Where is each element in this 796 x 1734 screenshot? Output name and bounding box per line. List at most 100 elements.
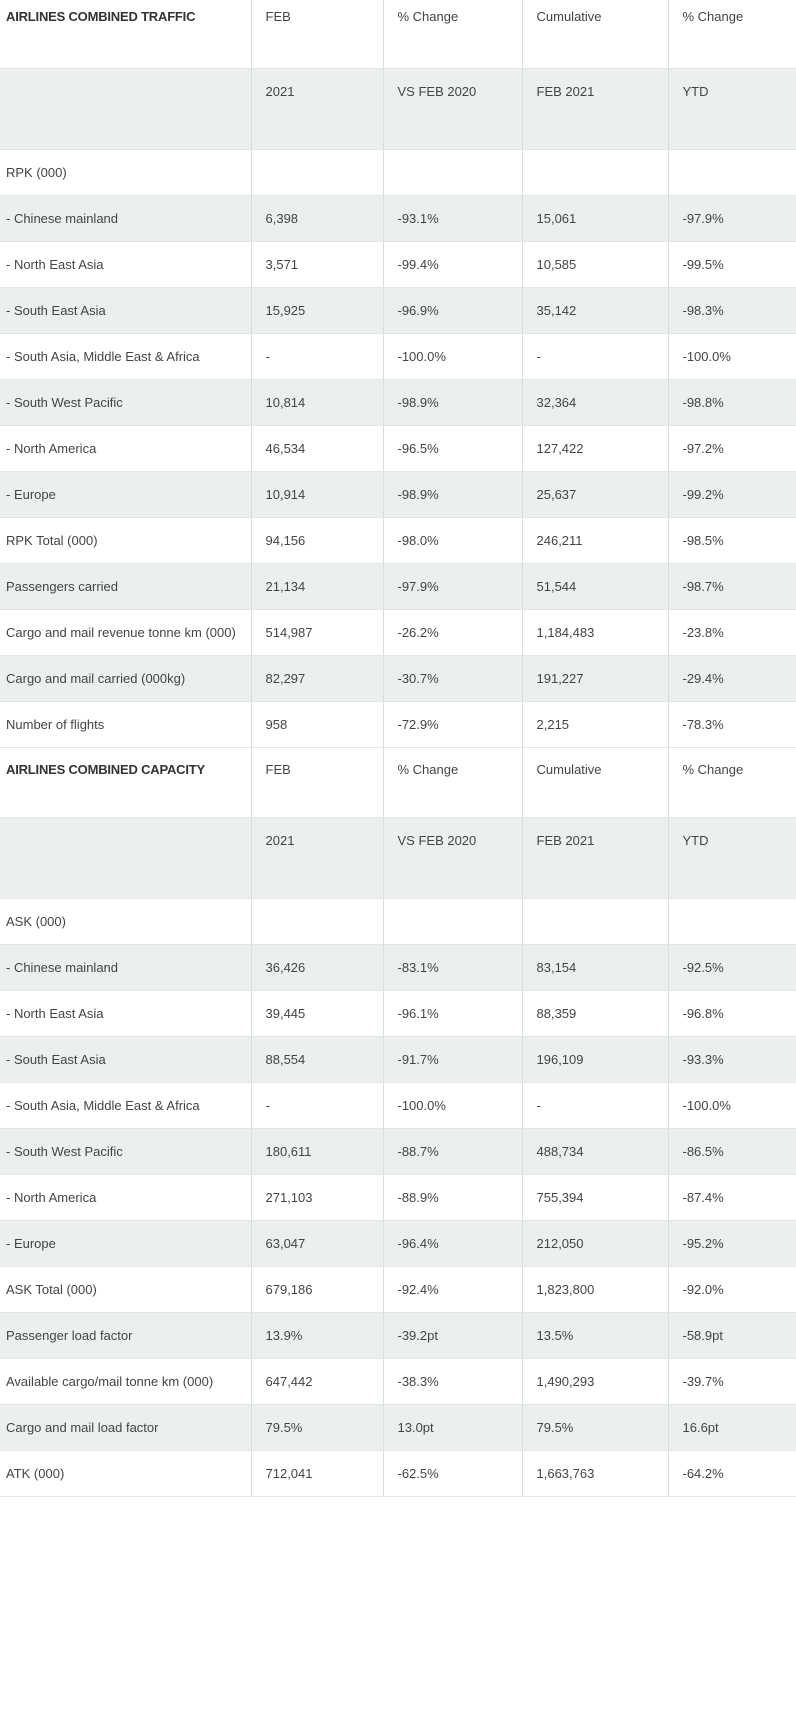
- feb-value: 63,047: [250, 1220, 383, 1267]
- feb-value: 36,426: [250, 944, 383, 991]
- metric-label: - Europe: [0, 471, 251, 518]
- cumulative-value: [521, 898, 668, 945]
- metric-label: - South West Pacific: [0, 1128, 251, 1175]
- ytd-change-value: -96.8%: [667, 990, 796, 1037]
- pct-change-value: -38.3%: [382, 1358, 522, 1405]
- metric-label: - South Asia, Middle East & Africa: [0, 333, 251, 380]
- metric-label: RPK Total (000): [0, 517, 251, 564]
- metric-label: - South East Asia: [0, 1036, 251, 1083]
- column-header-pct-change: % Change: [382, 747, 522, 818]
- column-header-ytd-change: % Change: [667, 0, 796, 69]
- metric-label: ASK (000): [0, 898, 251, 945]
- metric-label: - North East Asia: [0, 241, 251, 288]
- column-header-pct-change: % Change: [382, 0, 522, 69]
- column-subheader: FEB 2021: [521, 817, 668, 899]
- airlines-statistics-table: AIRLINES COMBINED TRAFFIC FEB% Change Cumu…: [0, 0, 796, 1497]
- metric-label: Cargo and mail carried (000kg): [0, 655, 251, 702]
- cumulative-value: 1,823,800: [521, 1266, 668, 1313]
- table-row: - North America 271,103 -88.9% 755,394 -87.4…: [0, 1174, 796, 1221]
- cumulative-value: 10,585: [521, 241, 668, 288]
- table-row: ATK (000) 712,041 -62.5% 1,663,763 -64.2%: [0, 1450, 796, 1497]
- pct-change-value: -91.7%: [382, 1036, 522, 1083]
- pct-change-value: -98.0%: [382, 517, 522, 564]
- table-body: AIRLINES COMBINED TRAFFIC FEB% Change Cumu…: [0, 0, 796, 1497]
- pct-change-value: -39.2pt: [382, 1312, 522, 1359]
- table-row: - Chinese mainland 36,426 -83.1% 83,154 -92.…: [0, 944, 796, 991]
- pct-change-value: -96.5%: [382, 425, 522, 472]
- table-row: - North East Asia 3,571 -99.4% 10,585 -99.5%: [0, 241, 796, 288]
- metric-label: ATK (000): [0, 1450, 251, 1497]
- traffic-subheader-row: 2021 VS FEB 2020 FEB 2021 YTD: [0, 68, 796, 150]
- table-row: Cargo and mail load factor 79.5% 13.0pt 79.…: [0, 1404, 796, 1451]
- column-header-feb: FEB: [250, 0, 383, 69]
- pct-change-value: -93.1%: [382, 195, 522, 242]
- pct-change-value: -83.1%: [382, 944, 522, 991]
- cumulative-value: 191,227: [521, 655, 668, 702]
- cumulative-value: 15,061: [521, 195, 668, 242]
- pct-change-value: -92.4%: [382, 1266, 522, 1313]
- ytd-change-value: -99.5%: [667, 241, 796, 288]
- ytd-change-value: -86.5%: [667, 1128, 796, 1175]
- pct-change-value: -88.9%: [382, 1174, 522, 1221]
- feb-value: [250, 149, 383, 196]
- metric-label: - North America: [0, 425, 251, 472]
- feb-value: 21,134: [250, 563, 383, 610]
- column-subheader: VS FEB 2020: [382, 817, 522, 899]
- ytd-change-value: -100.0%: [667, 1082, 796, 1129]
- table-row: - North America 46,534 -96.5% 127,422 -97.2%: [0, 425, 796, 472]
- table-row: - South West Pacific 10,814 -98.9% 32,364 -9…: [0, 379, 796, 426]
- metric-label: RPK (000): [0, 149, 251, 196]
- feb-value: 94,156: [250, 517, 383, 564]
- table-row: RPK (000): [0, 149, 796, 196]
- ytd-change-value: -29.4%: [667, 655, 796, 702]
- ytd-change-value: -99.2%: [667, 471, 796, 518]
- feb-value: 514,987: [250, 609, 383, 656]
- metric-label: Cargo and mail load factor: [0, 1404, 251, 1451]
- metric-label: - South West Pacific: [0, 379, 251, 426]
- pct-change-value: -26.2%: [382, 609, 522, 656]
- pct-change-value: -30.7%: [382, 655, 522, 702]
- ytd-change-value: -97.9%: [667, 195, 796, 242]
- feb-value: -: [250, 1082, 383, 1129]
- feb-value: 958: [250, 701, 383, 748]
- feb-value: 712,041: [250, 1450, 383, 1497]
- feb-value: 39,445: [250, 990, 383, 1037]
- ytd-change-value: -87.4%: [667, 1174, 796, 1221]
- cumulative-value: [521, 149, 668, 196]
- column-header-ytd-change: % Change: [667, 747, 796, 818]
- capacity-subheader-row: 2021 VS FEB 2020 FEB 2021 YTD: [0, 817, 796, 899]
- capacity-header-row: AIRLINES COMBINED CAPACITY FEB% Change Cum…: [0, 747, 796, 818]
- ytd-change-value: -64.2%: [667, 1450, 796, 1497]
- table-row: Number of flights 958 -72.9% 2,215 -78.3%: [0, 701, 796, 748]
- ytd-change-value: [667, 898, 796, 945]
- metric-label: ASK Total (000): [0, 1266, 251, 1313]
- table-row: - Europe 10,914 -98.9% 25,637 -99.2%: [0, 471, 796, 518]
- pct-change-value: -100.0%: [382, 333, 522, 380]
- ytd-change-value: -23.8%: [667, 609, 796, 656]
- metric-label: Number of flights: [0, 701, 251, 748]
- ytd-change-value: [667, 149, 796, 196]
- feb-value: 13.9%: [250, 1312, 383, 1359]
- table-row: - South Asia, Middle East & Africa - -100.…: [0, 333, 796, 380]
- ytd-change-value: -95.2%: [667, 1220, 796, 1267]
- column-subheader: YTD: [667, 68, 796, 150]
- table-row: - South Asia, Middle East & Africa - -100.…: [0, 1082, 796, 1129]
- table-row: Passenger load factor 13.9% -39.2pt 13.5% -5…: [0, 1312, 796, 1359]
- metric-label: - South East Asia: [0, 287, 251, 334]
- pct-change-value: [382, 898, 522, 945]
- cumulative-value: 35,142: [521, 287, 668, 334]
- column-header-cumulative: Cumulative: [521, 0, 668, 69]
- pct-change-value: -97.9%: [382, 563, 522, 610]
- metric-label: - North East Asia: [0, 990, 251, 1037]
- traffic-header-row: AIRLINES COMBINED TRAFFIC FEB% Change Cumu…: [0, 0, 796, 69]
- cumulative-value: 2,215: [521, 701, 668, 748]
- column-subheader: [0, 817, 251, 899]
- cumulative-value: 196,109: [521, 1036, 668, 1083]
- ytd-change-value: -98.7%: [667, 563, 796, 610]
- table-row: Passengers carried 21,134 -97.9% 51,544 -98.…: [0, 563, 796, 610]
- cumulative-value: 32,364: [521, 379, 668, 426]
- cumulative-value: 246,211: [521, 517, 668, 564]
- ytd-change-value: -98.8%: [667, 379, 796, 426]
- cumulative-value: 127,422: [521, 425, 668, 472]
- ytd-change-value: -97.2%: [667, 425, 796, 472]
